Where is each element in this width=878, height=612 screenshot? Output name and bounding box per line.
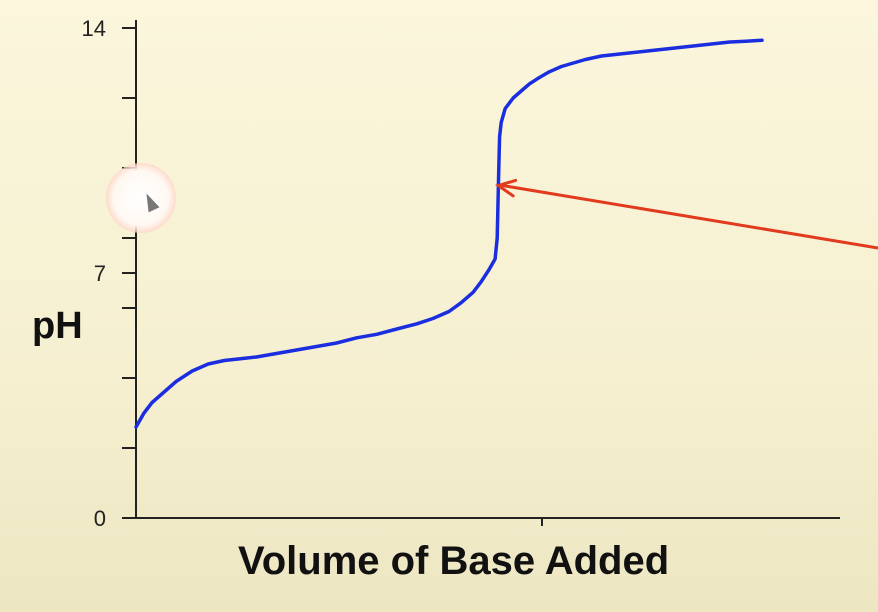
y-tick-label-14: 14: [82, 16, 106, 41]
annotation-layer: [494, 178, 878, 250]
y-tick-label-7: 7: [94, 261, 106, 286]
arrow-shaft: [502, 184, 878, 250]
y-axis-label: pH: [32, 305, 83, 347]
titration-curve: [134, 38, 764, 429]
chart-axes: [135, 20, 840, 519]
y-axis-ticks: [122, 27, 136, 519]
arrow-head-icon: [494, 178, 518, 198]
curve-layer: [134, 38, 764, 429]
cursor-highlight: [106, 163, 176, 233]
x-axis-label: Volume of Base Added: [238, 539, 669, 583]
y-tick-label-0: 0: [94, 506, 106, 531]
y-axis-tick-labels: 0 7 14: [82, 16, 106, 531]
